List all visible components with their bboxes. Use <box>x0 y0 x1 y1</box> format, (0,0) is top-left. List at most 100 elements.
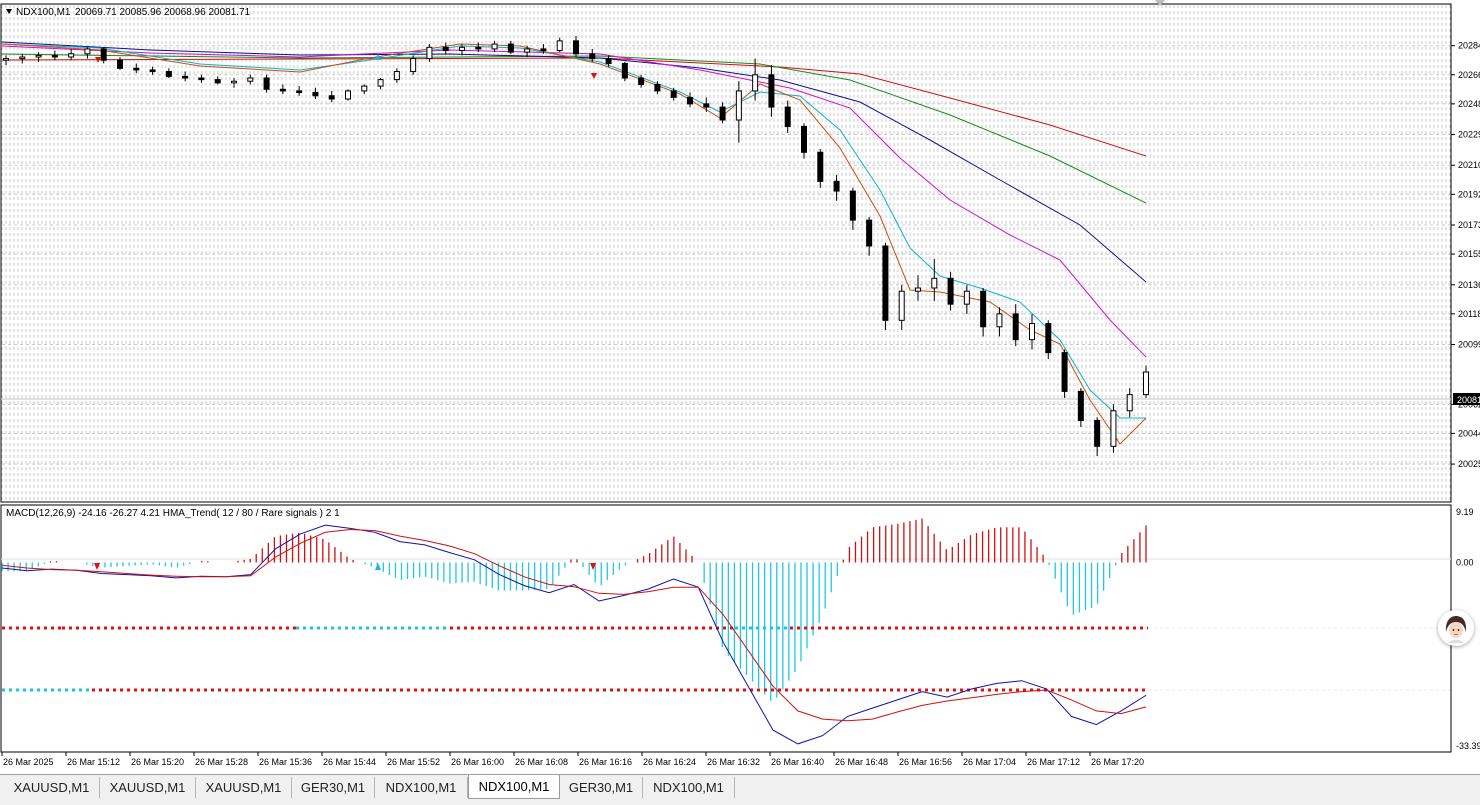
candle <box>996 307 1003 337</box>
candle <box>117 57 123 70</box>
candle <box>247 74 254 85</box>
candle <box>133 63 140 74</box>
chart-tab-bar: XAUUSD,M1 XAUUSD,M1 XAUUSD,M1 GER30,M1 NDX10… <box>0 774 1480 805</box>
candle <box>442 42 449 54</box>
price-tick-label: 20284 <box>1458 41 1480 51</box>
candle <box>719 102 726 124</box>
candle <box>947 271 954 311</box>
price-tick-label: 20210 <box>1458 160 1480 170</box>
candle <box>1126 388 1133 418</box>
time-tick-label: 26 Mar 16:56 <box>899 757 952 767</box>
signal-arrows <box>95 54 597 79</box>
candle <box>654 81 661 95</box>
candle <box>377 78 384 90</box>
tab-xauusd-m1[interactable]: XAUUSD,M1 <box>196 777 292 798</box>
candle <box>19 53 26 64</box>
candle <box>670 87 677 101</box>
candle <box>51 50 58 61</box>
macd-header: MACD(12,26,9) -24.16 -26.27 4.21 HMA_Tre… <box>6 508 340 519</box>
candle <box>963 284 970 314</box>
candle <box>3 55 9 66</box>
candle <box>801 123 807 159</box>
user-avatar-icon[interactable] <box>1438 610 1474 646</box>
macd-tick-label: 9.19 <box>1456 507 1474 517</box>
time-tick-label: 26 Mar 15:20 <box>131 757 184 767</box>
macd-lines <box>1 524 1147 745</box>
candle <box>573 36 579 58</box>
candle <box>361 84 368 95</box>
time-tick-label: 26 Mar 16:24 <box>643 757 696 767</box>
candle <box>833 174 840 201</box>
candle <box>735 81 742 143</box>
time-tick-label: 26 Mar 15:12 <box>67 757 120 767</box>
price-pane-frame <box>0 3 1452 503</box>
time-tick-label: 26 Mar 17:20 <box>1091 757 1144 767</box>
candle <box>898 284 905 331</box>
candle <box>1029 313 1035 350</box>
candle <box>687 92 693 108</box>
macd-level-lines <box>2 626 1148 692</box>
tab-xauusd-m1[interactable]: XAUUSD,M1 <box>100 777 196 798</box>
candle <box>931 258 938 301</box>
time-tick-label: 26 Mar 17:12 <box>1027 757 1080 767</box>
candle <box>35 52 42 62</box>
candle <box>296 86 303 96</box>
macd-histogram <box>1 518 1147 701</box>
candle <box>817 149 824 188</box>
time-tick-label: 26 Mar 2025 <box>3 757 54 767</box>
candle <box>621 61 628 82</box>
candle <box>1143 365 1149 398</box>
candle <box>263 74 270 93</box>
candle <box>214 76 221 85</box>
down-arrow-icon <box>590 563 596 570</box>
down-arrow-icon <box>94 563 100 570</box>
candle <box>1012 304 1019 347</box>
up-arrow-icon <box>375 563 381 570</box>
price-tick-label: 20248 <box>1458 99 1480 109</box>
candle <box>345 89 351 101</box>
price-tick-label: 20118 <box>1458 309 1480 319</box>
candle <box>589 48 596 62</box>
candle <box>915 275 921 301</box>
ma-magenta <box>1 45 1147 358</box>
candle <box>849 187 856 230</box>
candle <box>84 47 91 59</box>
tab-xauusd-m1[interactable]: XAUUSD,M1 <box>4 777 100 798</box>
candle <box>182 71 189 82</box>
tab-ndx100-m1[interactable]: NDX100,M1 <box>375 777 468 798</box>
triangle-down-icon[interactable] <box>6 9 12 14</box>
candle <box>426 44 433 62</box>
tab-ger30-m1[interactable]: GER30,M1 <box>292 777 375 798</box>
candle <box>524 45 531 58</box>
ma-orange <box>1 43 1147 445</box>
tab-ger30-m1[interactable]: GER30,M1 <box>560 777 643 798</box>
chart-canvas[interactable]: NDX100,M1 20069.71 20085.96 20068.96 200… <box>0 0 1480 774</box>
price-tick-label: 20044 <box>1458 428 1480 438</box>
scroll-marker-icon[interactable] <box>1155 0 1165 6</box>
candle <box>980 288 987 337</box>
time-tick-label: 26 Mar 16:00 <box>451 757 504 767</box>
time-axis: 26 Mar 2025 26 Mar 15:12 26 Mar 15:20 26 Ma… <box>1 752 1144 767</box>
candle <box>638 74 645 88</box>
candle <box>507 40 514 54</box>
up-arrow-icon <box>375 54 381 60</box>
symbol-name: NDX100,M1 <box>16 7 71 18</box>
candle <box>312 87 319 100</box>
time-tick-label: 26 Mar 15:52 <box>387 757 440 767</box>
price-tick-label: 20173 <box>1458 220 1480 230</box>
tab-ndx100-m1[interactable]: NDX100,M1 <box>643 777 735 798</box>
chart-window[interactable]: NDX100,M1 20069.71 20085.96 20068.96 200… <box>0 0 1480 774</box>
price-tick-label: 20099 <box>1458 340 1480 350</box>
candle <box>149 66 156 75</box>
time-tick-label: 26 Mar 16:08 <box>515 757 568 767</box>
svg-text:20081: 20081 <box>1457 395 1480 405</box>
time-tick-label: 26 Mar 17:04 <box>963 757 1016 767</box>
tab-ndx100-m1[interactable]: NDX100,M1 <box>468 775 560 799</box>
time-tick-label: 26 Mar 15:36 <box>259 757 312 767</box>
price-tick-label: 20155 <box>1458 249 1480 259</box>
candle <box>703 97 710 112</box>
down-arrow-icon <box>591 73 597 79</box>
candle <box>459 44 465 56</box>
time-tick-label: 26 Mar 15:28 <box>195 757 248 767</box>
